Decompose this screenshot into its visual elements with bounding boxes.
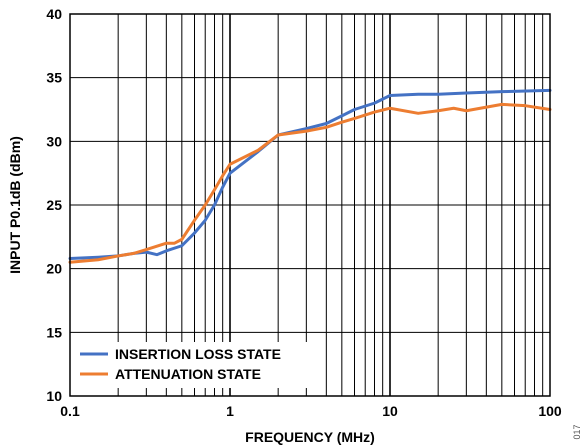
legend-box: [74, 342, 310, 388]
x-tick-label: 1: [226, 403, 234, 419]
plot-frame: [69, 13, 551, 397]
y-axis-title: INPUT P0.1dB (dBm): [7, 136, 23, 274]
y-tick-label: 20: [46, 261, 62, 277]
y-tick-label: 30: [46, 133, 62, 149]
legend-label-1: INSERTION LOSS STATE: [115, 346, 281, 362]
legend-label-2: ATTENUATION STATE: [115, 366, 261, 382]
series-lines: [68, 88, 552, 264]
x-axis-ticks: 0.1 1 10 100: [60, 403, 562, 419]
y-tick-label: 10: [46, 388, 62, 404]
y-tick-label: 25: [46, 197, 62, 213]
major-grid: [70, 14, 550, 396]
figure-id: 017: [572, 424, 582, 439]
y-tick-label: 15: [46, 324, 62, 340]
y-axis-ticks: 10 15 20 25 30 35 40: [46, 6, 62, 404]
x-tick-label: 0.1: [60, 403, 80, 419]
x-tick-label: 100: [538, 403, 562, 419]
y-tick-label: 35: [46, 70, 62, 86]
x-tick-label: 10: [382, 403, 398, 419]
series-line-2: [68, 102, 552, 264]
y-tick-label: 40: [46, 6, 62, 22]
x-axis-title: FREQUENCY (MHz): [245, 429, 375, 445]
series-line-1: [68, 88, 552, 260]
legend: INSERTION LOSS STATE ATTENUATION STATE: [74, 342, 310, 388]
